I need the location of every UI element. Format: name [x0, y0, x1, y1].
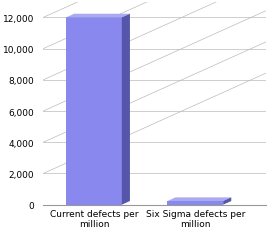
- Polygon shape: [223, 198, 231, 205]
- Bar: [167, 201, 223, 205]
- Bar: [66, 18, 122, 205]
- Polygon shape: [167, 198, 231, 201]
- Polygon shape: [122, 15, 130, 205]
- Polygon shape: [66, 15, 130, 18]
